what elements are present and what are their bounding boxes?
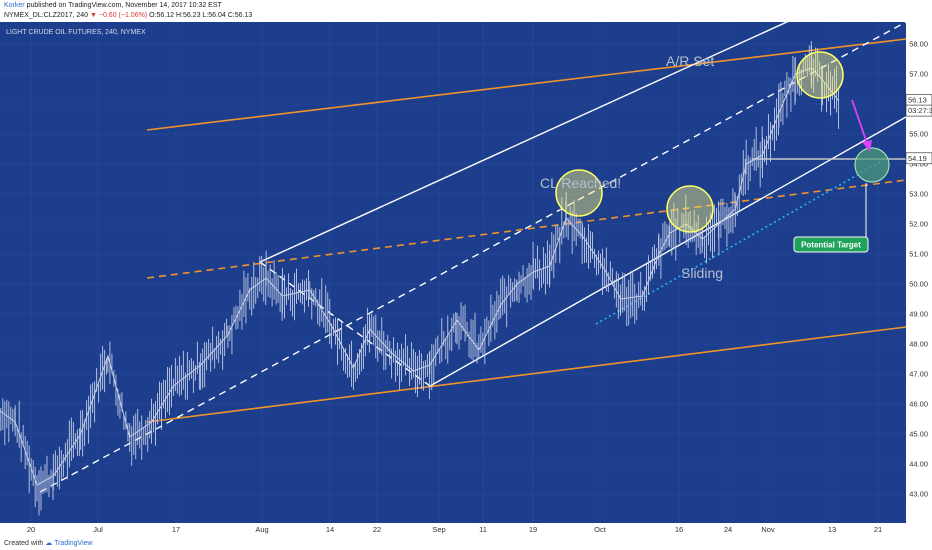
orange-lower-line	[146, 326, 907, 423]
target-arrow	[851, 99, 868, 144]
publisher-line: Korker published on TradingView.com, Nov…	[4, 2, 222, 9]
target-arrow-head	[862, 140, 872, 152]
tradingview-logo-icon[interactable]: ☁	[45, 540, 53, 547]
y-tick-label: 44.00	[909, 460, 928, 469]
price-tag-label: 56.13	[908, 96, 927, 105]
x-tick-label: 24	[724, 525, 732, 534]
y-tick-label: 46.00	[909, 400, 928, 409]
time-axis-background	[0, 523, 906, 535]
price-tag-label: 03:27:3	[908, 106, 932, 115]
x-tick-label: 13	[828, 525, 836, 534]
highlight-circle-ar-set	[796, 51, 844, 99]
x-tick-label: Nov	[761, 525, 775, 534]
symbol-line: NYMEX_DL:CLZ2017, 240 ▼ −0.60 (−1.06%) O…	[4, 12, 252, 19]
x-tick-label: Aug	[255, 525, 268, 534]
y-tick-label: 48.00	[909, 340, 928, 349]
plot-background	[0, 22, 906, 523]
grid	[0, 22, 906, 523]
x-tick-label: 16	[675, 525, 683, 534]
price-line	[0, 67, 840, 486]
target-circle	[854, 147, 890, 183]
y-tick-label: 57.00	[909, 70, 928, 79]
x-tick-label: Sep	[432, 525, 445, 534]
y-tick-label: 43.00	[909, 490, 928, 499]
price-tag-label: 54.19	[908, 154, 927, 163]
x-tick-label: 11	[479, 525, 487, 534]
x-tick-label: Oct	[594, 525, 607, 534]
price-chart[interactable]: LIGHT CRUDE OIL FUTURES, 240, NYMEX A/R …	[0, 22, 932, 535]
pitchfork-lower-line	[429, 116, 907, 387]
tradingview-brand[interactable]: TradingView	[54, 540, 93, 547]
y-tick-label: 47.00	[909, 370, 928, 379]
y-tick-label: 53.00	[909, 190, 928, 199]
x-tick-label: Jul	[93, 525, 103, 534]
x-tick-label: 19	[529, 525, 537, 534]
target-label: Potential Target	[801, 241, 861, 250]
author-link[interactable]: Korker	[4, 2, 25, 9]
annotation-ar-set: A/R Set	[666, 53, 714, 69]
y-tick-label: 45.00	[909, 430, 928, 439]
y-tick-label: 55.00	[909, 130, 928, 139]
x-tick-label: 22	[373, 525, 381, 534]
y-tick-label: 58.00	[909, 40, 928, 49]
pitchfork-upper-line	[259, 22, 789, 263]
change-text: ▼ −0.60 (−1.06%)	[90, 12, 148, 19]
ohlc-text: O:56.12 H:56.23 L:56.04 C:56.13	[149, 12, 253, 19]
annotation-cl-reached: CL Reached!	[540, 175, 621, 191]
highlight-circle-sliding	[666, 185, 714, 233]
pitchfork-median-line	[39, 22, 907, 493]
y-tick-label: 50.00	[909, 280, 928, 289]
price-tag-box	[905, 152, 932, 165]
x-tick-label: 21	[874, 525, 882, 534]
symbol-text: NYMEX_DL:CLZ2017, 240	[4, 12, 89, 19]
price-axis[interactable]: 43.00 44.00 45.00 46.00 47.00 48.00 49.00 50.00…	[909, 40, 928, 499]
x-tick-label: 20	[27, 525, 35, 534]
chart-footer: Created with ☁ TradingView	[0, 535, 932, 550]
time-axis[interactable]: 20 Jul 17 Aug 14 22 Sep 11 19 Oct 16 24 Nov 13 21	[27, 525, 882, 534]
price-tag-box	[905, 104, 932, 117]
y-tick-label: 52.00	[909, 220, 928, 229]
target-box	[793, 236, 869, 253]
x-tick-label: 14	[326, 525, 334, 534]
y-tick-label: 49.00	[909, 310, 928, 319]
highlight-circle-cl-reached	[555, 169, 603, 217]
created-with-text: Created with	[4, 540, 44, 547]
x-tick-label: 17	[172, 525, 180, 534]
y-tick-label: 51.00	[909, 250, 928, 259]
chart-header: Korker published on TradingView.com, Nov…	[0, 0, 932, 22]
published-text: published on TradingView.com, November 1…	[26, 2, 222, 9]
annotation-sliding: Sliding	[681, 265, 723, 281]
chart-title: LIGHT CRUDE OIL FUTURES, 240, NYMEX	[6, 29, 146, 36]
orange-mid-line	[146, 179, 907, 279]
orange-upper-line	[146, 38, 907, 131]
